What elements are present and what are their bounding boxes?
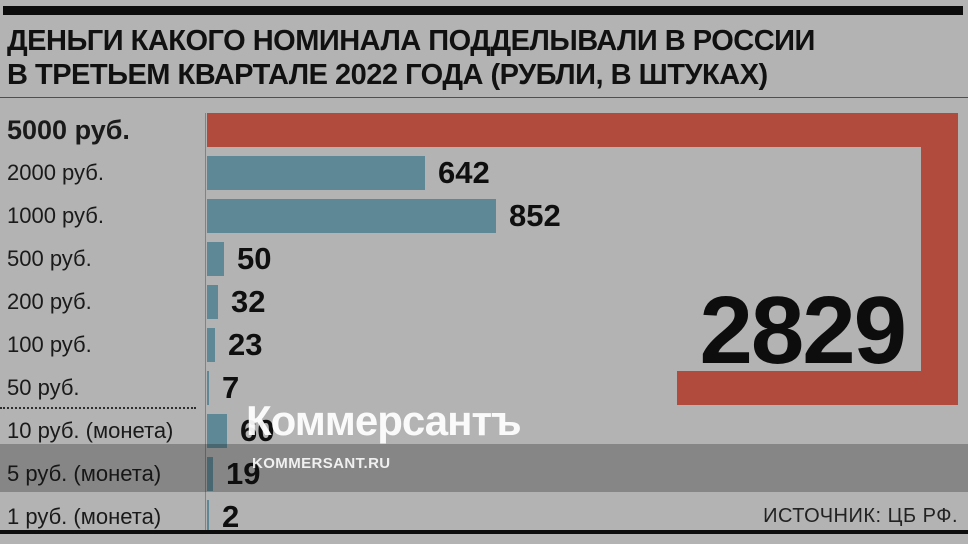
title-divider-line <box>0 97 968 98</box>
row-bar <box>207 328 215 362</box>
chart-row: 50 руб. 7 <box>0 370 968 405</box>
row-value-label: 19 <box>226 456 261 491</box>
row-bar <box>207 156 425 190</box>
chart-row: 1 руб. (монета) 2 <box>0 499 968 534</box>
row-category-label: 500 руб. <box>7 246 92 271</box>
chart-row: 1000 руб. 852 <box>0 198 968 233</box>
top-black-bar <box>3 6 963 15</box>
bottom-black-line <box>0 530 968 534</box>
highlight-bar-bracket-bottom <box>677 371 958 405</box>
chart-title: ДЕНЬГИ КАКОГО НОМИНАЛА ПОДДЕЛЫВАЛИ В РОС… <box>7 24 957 92</box>
chart-row: 5000 руб. <box>0 113 968 147</box>
row-value-label: 50 <box>237 241 272 276</box>
chart-row: 200 руб. 32 <box>0 284 968 319</box>
kommersant-site-label: KOMMERSANT.RU <box>252 455 391 472</box>
row-category-label: 100 руб. <box>7 332 92 357</box>
row-value-label: 852 <box>509 198 561 233</box>
chart-row: 500 руб. 50 <box>0 241 968 276</box>
row-category-label: 10 руб. (монета) <box>7 418 174 443</box>
banknote-coin-divider <box>0 407 196 409</box>
kommersant-logo: Коммерсантъ <box>246 397 522 444</box>
chart-row: 100 руб. 23 <box>0 327 968 362</box>
chart-row: 5 руб. (монета) 19 <box>0 456 968 491</box>
row-bar <box>207 199 496 233</box>
row-value-label: 23 <box>228 327 263 362</box>
chart-title-line2: В ТРЕТЬЕМ КВАРТАЛЕ 2022 ГОДА (РУБЛИ, В Ш… <box>7 59 768 91</box>
row-value-label: 60 <box>240 413 275 448</box>
chart-row: 10 руб. (монета) 60 <box>0 413 968 448</box>
row-category-label: 1000 руб. <box>7 203 105 228</box>
highlight-value-label: 2829 <box>699 277 907 384</box>
row-bar <box>207 242 224 276</box>
row-category-label: 5000 руб. <box>7 115 130 145</box>
row-bar <box>207 285 218 319</box>
row-value-label: 7 <box>222 370 240 405</box>
chart-title-line1: ДЕНЬГИ КАКОГО НОМИНАЛА ПОДДЕЛЫВАЛИ В РОС… <box>7 25 815 57</box>
row-category-label: 1 руб. (монета) <box>7 504 162 529</box>
row-category-label: 200 руб. <box>7 289 92 314</box>
row-value-label: 32 <box>231 284 266 319</box>
highlight-bar-bracket-right <box>921 113 958 405</box>
row-value-label: 642 <box>438 155 490 190</box>
row-category-label: 5 руб. (монета) <box>7 461 162 486</box>
row-category-label: 2000 руб. <box>7 160 105 185</box>
row-bar <box>207 457 213 491</box>
row-category-label: 50 руб. <box>7 375 80 400</box>
watermark-band <box>0 444 968 492</box>
source-label: ИСТОЧНИК: ЦБ РФ. <box>763 505 958 527</box>
row-bar <box>207 500 209 534</box>
chart-row: 2000 руб. 642 <box>0 155 968 190</box>
highlight-bar-5000rub <box>207 113 958 147</box>
row-bar <box>207 414 227 448</box>
chart-axis-line <box>205 113 206 533</box>
row-bar <box>207 371 209 405</box>
row-value-label: 2 <box>222 499 240 534</box>
